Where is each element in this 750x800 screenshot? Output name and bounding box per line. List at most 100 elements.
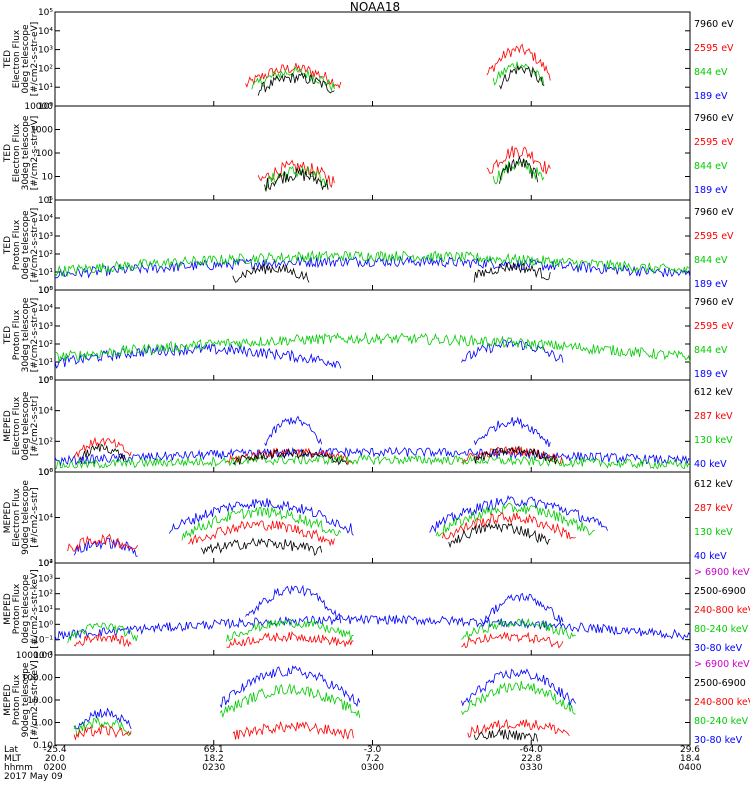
y-axis-label-line: 30deg telescope xyxy=(21,115,31,190)
x-row-label: hhmm xyxy=(4,763,33,773)
series-trace xyxy=(226,631,354,648)
x-row-label: Lat xyxy=(4,745,19,755)
x-tick-hhmm: 0300 xyxy=(361,763,384,773)
y-tick-label: 10⁴ xyxy=(38,514,53,524)
y-axis-label-line: [#/cm2-s-str-keV] xyxy=(30,660,40,739)
series-trace xyxy=(54,613,691,641)
y-tick-label: 10⁶ xyxy=(38,468,53,478)
y-tick-label: 0.10 xyxy=(33,741,53,751)
series-trace xyxy=(54,249,691,278)
y-axis-label-line: MEPED xyxy=(3,593,13,625)
y-tick-label: 10000 xyxy=(24,102,53,112)
y-tick-label: 10⁴ xyxy=(38,214,53,224)
y-tick-label: 10⁵ xyxy=(38,196,53,206)
legend-entry: 844 eV xyxy=(694,255,728,266)
y-tick-label: 10² xyxy=(38,340,53,350)
y-axis-label-line: Proton Flux xyxy=(12,219,22,270)
series-trace xyxy=(257,72,335,96)
series-trace xyxy=(473,262,551,283)
x-tick-mlt: 18.4 xyxy=(680,754,700,764)
series-trace xyxy=(232,263,310,283)
x-tick-hhmm: 0330 xyxy=(520,763,543,773)
x-tick-mlt: 20.0 xyxy=(45,754,65,764)
legend-entry: 7960 eV xyxy=(694,297,734,308)
panel-frame xyxy=(54,199,691,291)
legend-entry: 7960 eV xyxy=(694,113,734,124)
y-tick-label: 10⁴ xyxy=(38,304,53,314)
x-tick-mlt: 7.2 xyxy=(365,754,379,764)
series-trace xyxy=(73,632,132,648)
y-axis-label-line: Electron Flux xyxy=(12,488,22,547)
y-tick-label: 10¹ xyxy=(38,83,53,93)
series-trace xyxy=(73,717,132,737)
legend-entry: 40 keV xyxy=(694,551,727,562)
y-axis-label-line: TED xyxy=(3,50,13,69)
y-tick-label: 10¹ xyxy=(38,268,53,278)
y-axis-label-line: 0deg telescope xyxy=(21,574,31,644)
y-tick-label: 10⁵ xyxy=(38,8,53,18)
panel-frame xyxy=(54,11,691,107)
y-tick-label: 10⁴ xyxy=(38,559,53,569)
legend-entry: 240-800 keV xyxy=(694,697,750,708)
legend-entry: 287 keV xyxy=(694,411,733,422)
y-axis-label-line: 30deg telescope xyxy=(21,297,31,372)
series-trace xyxy=(441,512,576,540)
y-tick-label: 10 xyxy=(42,173,54,183)
legend-entry: 2500-6900 xyxy=(694,678,746,689)
series-trace xyxy=(486,43,551,81)
y-axis-label: MEPEDElectron Flux90deg telescope[#/cm2-… xyxy=(3,480,40,555)
legend-entry: 7960 eV xyxy=(694,19,734,30)
y-tick-label: 10² xyxy=(38,437,53,447)
x-row-label: MLT xyxy=(4,754,22,764)
y-tick-label: 10.00 xyxy=(27,696,53,706)
y-tick-label: 100.00 xyxy=(22,674,54,684)
y-axis-label-line: [#/cm2-s-str-keV] xyxy=(30,569,40,648)
y-axis-label-line: 90deg telescope xyxy=(21,480,31,555)
y-axis-label-line: Proton Flux xyxy=(12,583,22,634)
y-axis-label: TEDProton Flux30deg telescope[#/cm2-s-st… xyxy=(3,297,40,372)
series-trace xyxy=(473,416,551,447)
legend-entry: 844 eV xyxy=(694,345,728,356)
y-tick-label: 10² xyxy=(38,559,53,569)
legend-entry: 80-240 keV xyxy=(694,716,749,727)
y-axis-label-line: Electron Flux xyxy=(12,396,22,455)
y-tick-label: 10² xyxy=(38,590,53,600)
legend-entry: 2595 eV xyxy=(694,137,734,148)
series-trace xyxy=(499,65,545,90)
y-tick-label: 10² xyxy=(38,250,53,260)
y-axis-label-line: TED xyxy=(3,144,13,163)
y-axis-label-line: Proton Flux xyxy=(12,674,22,725)
y-axis-label-line: MEPED xyxy=(3,410,13,442)
y-axis-label: MEPEDProton Flux0deg telescope[#/cm2-s-s… xyxy=(3,569,40,648)
legend-entry: 612 keV xyxy=(694,479,733,490)
panel-frame xyxy=(54,562,691,656)
y-axis-label-line: 0deg telescope xyxy=(21,391,31,461)
y-axis-label-line: [#/cm2-s-str] xyxy=(30,487,40,547)
series-trace xyxy=(492,61,545,86)
y-axis-label-line: [#/cm2-s-str-eV] xyxy=(30,208,40,283)
y-tick-label: 10⁰ xyxy=(38,468,53,478)
x-tick-lat: 29.6 xyxy=(680,745,700,755)
y-tick-label: 10³ xyxy=(38,232,53,242)
y-axis-label: TEDElectron Flux30deg telescope[#/cm2-s-… xyxy=(3,115,40,190)
x-row-label: 2017 May 09 xyxy=(4,772,63,782)
y-tick-label: 1000 xyxy=(30,126,53,136)
series-trace xyxy=(461,668,577,707)
y-tick-label: 10⁰ xyxy=(38,620,53,630)
y-axis-label-line: TED xyxy=(3,236,13,255)
x-tick-lat: -3.0 xyxy=(364,745,382,755)
series-trace xyxy=(461,617,576,641)
series-trace xyxy=(73,724,132,741)
x-tick-hhmm: 0230 xyxy=(202,763,225,773)
y-axis-label-line: Electron Flux xyxy=(12,29,22,88)
series-trace xyxy=(54,331,691,363)
legend-entry: 130 keV xyxy=(694,435,733,446)
legend-entry: 40 keV xyxy=(694,459,727,470)
y-axis-label: TEDElectron Flux0deg telescope[#/cm2-s-s… xyxy=(3,22,40,97)
legend-entry: 189 eV xyxy=(694,369,728,380)
x-tick-mlt: 18.2 xyxy=(204,754,224,764)
y-axis-label: TEDProton Flux0deg telescope[#/cm2-s-str… xyxy=(3,208,40,283)
y-axis-label-line: TED xyxy=(3,326,13,345)
y-axis-label-line: [#/cm2-s-str-eV] xyxy=(30,22,40,97)
series-trace xyxy=(480,592,564,625)
